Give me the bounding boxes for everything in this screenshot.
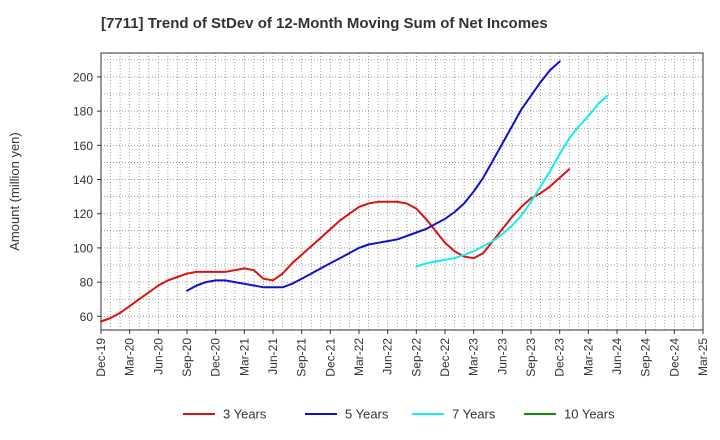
x-tick-label: Mar-25 (696, 338, 710, 376)
x-tick-label: Mar-22 (352, 338, 366, 376)
x-tick-label: Jun-20 (151, 338, 165, 375)
x-tick-label: Jun-21 (266, 338, 280, 375)
y-tick-label: 200 (73, 70, 93, 84)
x-tick-label: Dec-22 (438, 338, 452, 377)
x-tick-label: Dec-20 (209, 338, 223, 377)
x-tick-label: Sep-20 (180, 338, 194, 377)
chart-title: [7711] Trend of StDev of 12-Month Moving… (101, 15, 548, 32)
y-tick-label: 80 (80, 276, 94, 290)
x-tick-label: Mar-23 (467, 338, 481, 376)
x-tick-label: Dec-23 (553, 338, 567, 377)
x-tick-label: Dec-24 (667, 338, 681, 377)
y-tick-label: 120 (73, 207, 93, 221)
x-tick-label: Sep-23 (524, 338, 538, 377)
y-tick-label: 180 (73, 105, 93, 119)
series-line-3 (415, 94, 609, 268)
legend-label: 10 Years (564, 407, 615, 422)
x-tick-label: Jun-24 (610, 338, 624, 375)
x-tick-label: Jun-23 (495, 338, 509, 375)
x-tick-label: Mar-21 (237, 338, 251, 376)
series-line-1 (100, 168, 571, 323)
x-tick-label: Mar-20 (123, 338, 137, 376)
x-tick-label: Mar-24 (581, 338, 595, 376)
x-tick-label: Dec-21 (323, 338, 337, 377)
x-tick-label: Dec-19 (94, 338, 108, 377)
y-tick-label: 140 (73, 173, 93, 187)
legend-label: 7 Years (452, 407, 496, 422)
legend-label: 5 Years (345, 407, 389, 422)
x-tick-label: Sep-21 (295, 338, 309, 377)
y-axis-label: Amount (million yen) (7, 132, 22, 251)
plot-frame (100, 52, 704, 331)
x-tick-label: Sep-22 (409, 338, 423, 377)
x-tick-label: Sep-24 (639, 338, 653, 377)
y-tick-label: 100 (73, 241, 93, 255)
series-line-2 (186, 60, 561, 292)
y-tick-label: 60 (80, 310, 94, 324)
y-tick-label: 160 (73, 139, 93, 153)
x-tick-label: Jun-22 (381, 338, 395, 375)
legend-label: 3 Years (223, 407, 267, 422)
